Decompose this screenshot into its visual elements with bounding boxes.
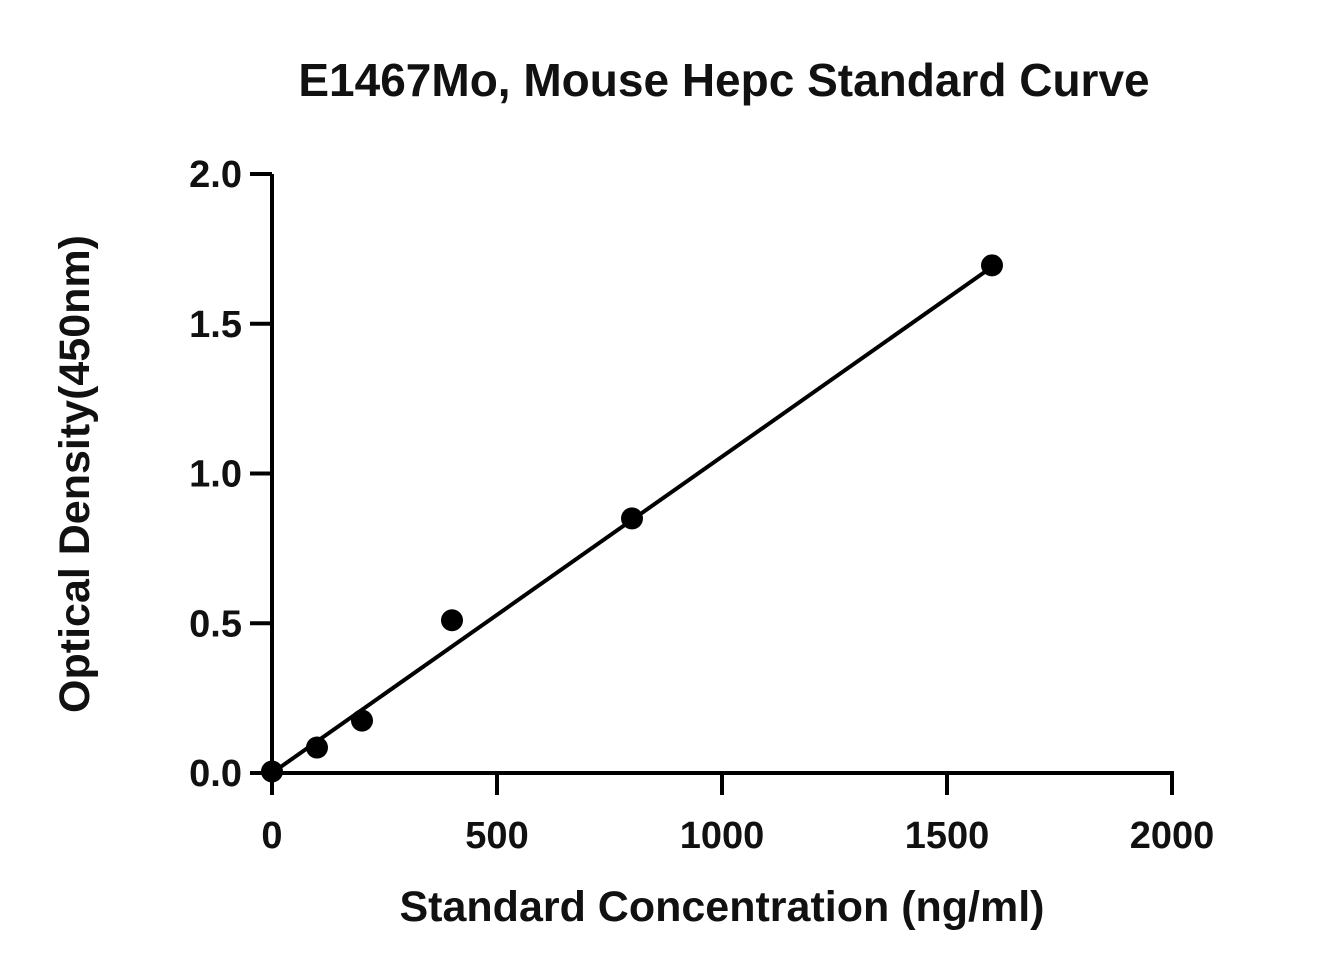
data-point [981,254,1003,277]
y-tick-label: 1.0 [189,454,242,496]
x-tick-label: 0 [261,815,282,857]
y-tick-label: 0.0 [189,753,242,795]
y-tick-label: 2.0 [189,154,242,196]
x-axis-ticks: 0 500 1000 1500 2000 [261,773,1214,857]
x-tick-label: 1000 [680,815,765,857]
data-point [306,736,328,759]
chart-title: E1467Mo, Mouse Hepc Standard Curve [298,54,1149,106]
x-tick-label: 1500 [905,815,990,857]
data-point [261,760,283,783]
y-axis-ticks: 0.0 0.5 1.0 1.5 2.0 [189,154,272,795]
x-tick-label: 500 [465,815,528,857]
axes [270,174,1174,775]
y-axis-label: Optical Density(450nm) [51,235,99,713]
data-point [351,709,373,732]
data-point [621,507,643,530]
data-points [261,254,1003,783]
y-tick-label: 0.5 [189,603,242,645]
x-tick-label: 2000 [1130,815,1215,857]
y-tick-label: 1.5 [189,304,242,346]
data-point [441,609,463,632]
x-axis-label: Standard Concentration (ng/ml) [400,883,1045,931]
